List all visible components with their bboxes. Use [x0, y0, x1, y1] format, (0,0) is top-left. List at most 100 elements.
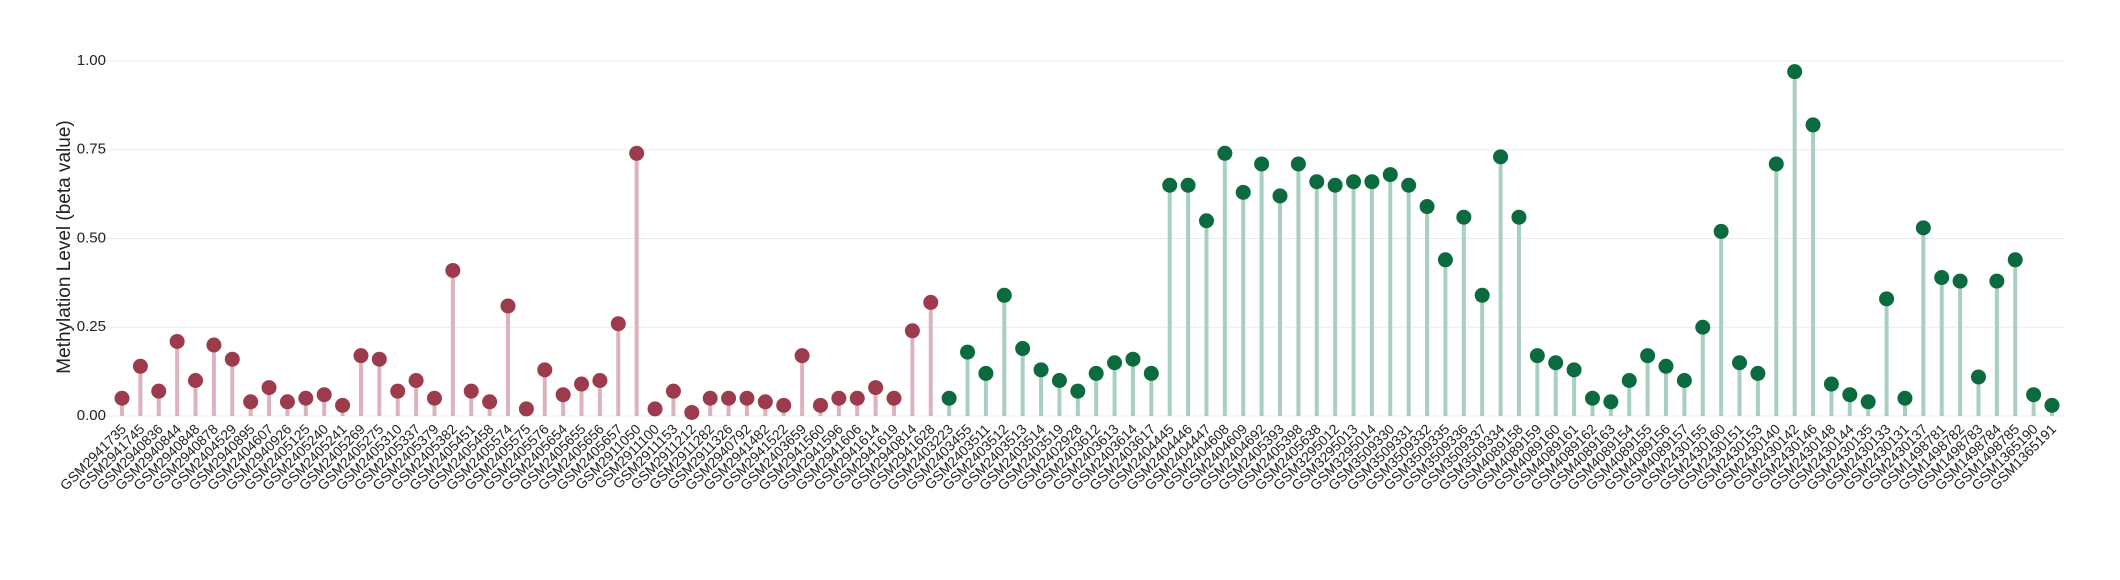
point — [1805, 117, 1821, 133]
point — [1143, 365, 1159, 381]
point — [206, 337, 222, 353]
point — [1695, 319, 1711, 335]
point — [1879, 291, 1895, 307]
point — [482, 394, 498, 410]
point — [812, 397, 828, 413]
point — [610, 316, 626, 332]
point — [1125, 351, 1141, 367]
point — [886, 390, 902, 406]
point — [1823, 376, 1839, 392]
y-tick-label: 0.50 — [77, 229, 106, 246]
point — [1989, 273, 2005, 289]
point — [390, 383, 406, 399]
point — [629, 145, 645, 161]
point — [335, 397, 351, 413]
point — [1915, 220, 1931, 236]
point — [445, 262, 461, 278]
y-tick-label: 0.00 — [77, 407, 106, 424]
point — [2007, 252, 2023, 268]
point — [1842, 387, 1858, 403]
point — [1897, 390, 1913, 406]
y-tick-label: 0.25 — [77, 318, 106, 335]
point — [1290, 156, 1306, 172]
point — [188, 373, 204, 388]
point — [1658, 358, 1674, 374]
point — [1640, 348, 1656, 364]
point — [757, 394, 773, 410]
point — [1713, 223, 1729, 239]
point — [518, 401, 534, 417]
y-tick-label: 1.00 — [77, 52, 106, 69]
y-axis-title: Methylation Level (beta value) — [54, 120, 75, 373]
point — [151, 383, 167, 399]
point — [261, 380, 277, 396]
point — [1493, 149, 1509, 165]
point — [500, 298, 516, 314]
point — [1860, 394, 1876, 410]
point — [1162, 177, 1178, 193]
point — [904, 323, 920, 339]
point — [794, 348, 810, 364]
point — [592, 373, 608, 388]
point — [1107, 355, 1123, 371]
point — [702, 390, 718, 406]
point — [1070, 383, 1086, 399]
point — [1437, 252, 1453, 268]
point — [169, 333, 185, 349]
point — [1364, 174, 1380, 190]
point — [537, 362, 553, 378]
point — [2044, 397, 2060, 413]
point — [996, 287, 1012, 303]
point — [721, 390, 737, 406]
point — [776, 397, 792, 413]
point — [923, 294, 939, 310]
point — [1015, 341, 1031, 357]
point — [684, 404, 700, 420]
point — [1768, 156, 1784, 172]
point — [665, 383, 681, 399]
point — [1566, 362, 1582, 378]
point — [132, 358, 148, 374]
point — [1382, 167, 1398, 183]
point — [2026, 387, 2042, 403]
point — [114, 390, 130, 406]
point — [1584, 390, 1600, 406]
point — [1750, 365, 1766, 381]
point — [1033, 362, 1049, 378]
point — [1621, 373, 1637, 388]
point — [224, 351, 240, 367]
point — [1198, 213, 1214, 229]
point — [831, 390, 847, 406]
point — [1529, 348, 1545, 364]
point — [849, 390, 865, 406]
point — [978, 365, 994, 381]
point — [1419, 199, 1435, 215]
y-tick-label: 0.75 — [77, 141, 106, 158]
point — [1456, 209, 1472, 225]
point — [279, 394, 295, 410]
point — [1088, 365, 1104, 381]
point — [1676, 373, 1692, 388]
point — [1327, 177, 1343, 193]
point — [463, 383, 479, 399]
point — [1272, 188, 1288, 204]
point — [426, 390, 442, 406]
point — [1180, 177, 1196, 193]
point — [1346, 174, 1362, 190]
point — [1970, 369, 1986, 385]
point — [868, 380, 884, 396]
point — [739, 390, 755, 406]
point — [408, 373, 424, 388]
point — [1934, 270, 1950, 286]
point — [647, 401, 663, 417]
point — [1474, 287, 1490, 303]
point — [1548, 355, 1564, 371]
point — [960, 344, 976, 360]
point — [316, 387, 332, 403]
point — [353, 348, 369, 364]
point — [555, 387, 571, 403]
point — [1511, 209, 1527, 225]
point — [1952, 273, 1968, 289]
point — [1217, 145, 1233, 161]
